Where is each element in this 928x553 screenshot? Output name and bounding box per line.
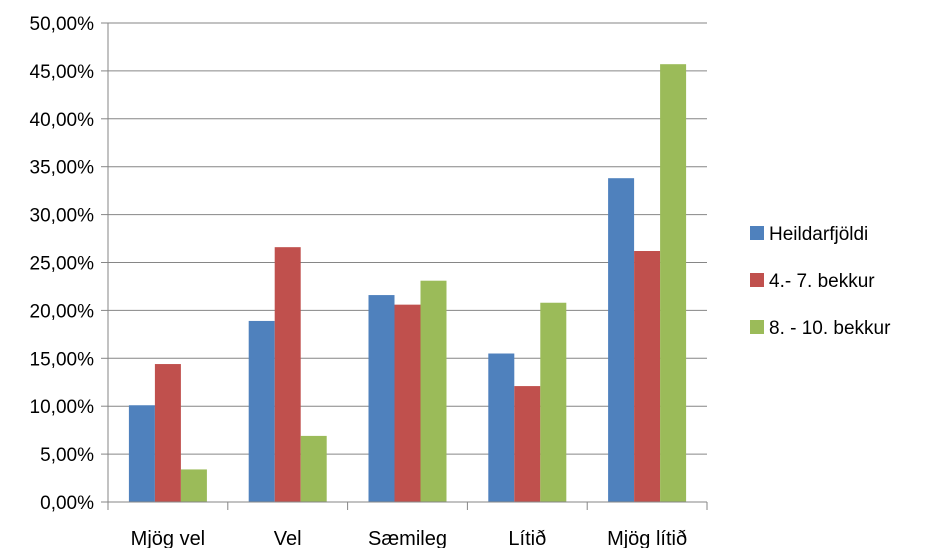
legend-swatch	[750, 273, 764, 287]
y-tick-label: 35,00%	[30, 158, 95, 179]
y-tick-label: 20,00%	[30, 301, 95, 322]
bar	[514, 386, 541, 502]
legend: Heildarfjöldi 4.- 7. bekkur 8. - 10. bekku…	[750, 224, 891, 339]
y-tick-label: 30,00%	[30, 206, 95, 227]
y-tick-label: 0,00%	[40, 493, 94, 514]
legend-label: 4.- 7. bekkur	[769, 271, 875, 292]
legend-label: 8. - 10. bekkur	[769, 318, 891, 339]
bar	[128, 405, 155, 502]
bar	[420, 280, 447, 502]
bars	[128, 64, 687, 503]
bar	[540, 302, 567, 502]
y-tick-label: 40,00%	[30, 110, 95, 131]
x-category-label: Vel	[274, 528, 302, 548]
y-tick-label: 50,00%	[30, 14, 95, 35]
y-tick-label: 5,00%	[40, 445, 94, 466]
bar	[180, 469, 207, 502]
bar	[394, 304, 421, 502]
x-category-label: Mjög vel	[131, 528, 205, 548]
x-category-label: Mjög lítið	[607, 528, 687, 548]
legend-swatch	[750, 320, 764, 334]
x-category-label: Sæmileg	[368, 528, 447, 548]
legend-swatch	[750, 226, 764, 240]
legend-label: Heildarfjöldi	[769, 224, 868, 245]
y-tick-label: 15,00%	[30, 349, 95, 370]
axes: 0,00% 5,00% 10,00% 15,00% 20,00% 25,00% 30,00%…	[30, 14, 708, 550]
bar	[300, 435, 327, 502]
y-tick-label: 45,00%	[30, 62, 95, 83]
gridlines	[108, 22, 707, 455]
y-tick-label: 10,00%	[30, 397, 95, 418]
bar	[608, 178, 635, 503]
bar	[660, 64, 687, 502]
bar	[154, 364, 181, 502]
bar	[274, 247, 301, 502]
y-tick-label: 25,00%	[30, 254, 95, 275]
x-category-label: Lítið	[508, 528, 546, 548]
bar	[634, 251, 661, 502]
bar	[248, 320, 275, 502]
bar	[368, 295, 395, 502]
bar	[488, 353, 515, 502]
